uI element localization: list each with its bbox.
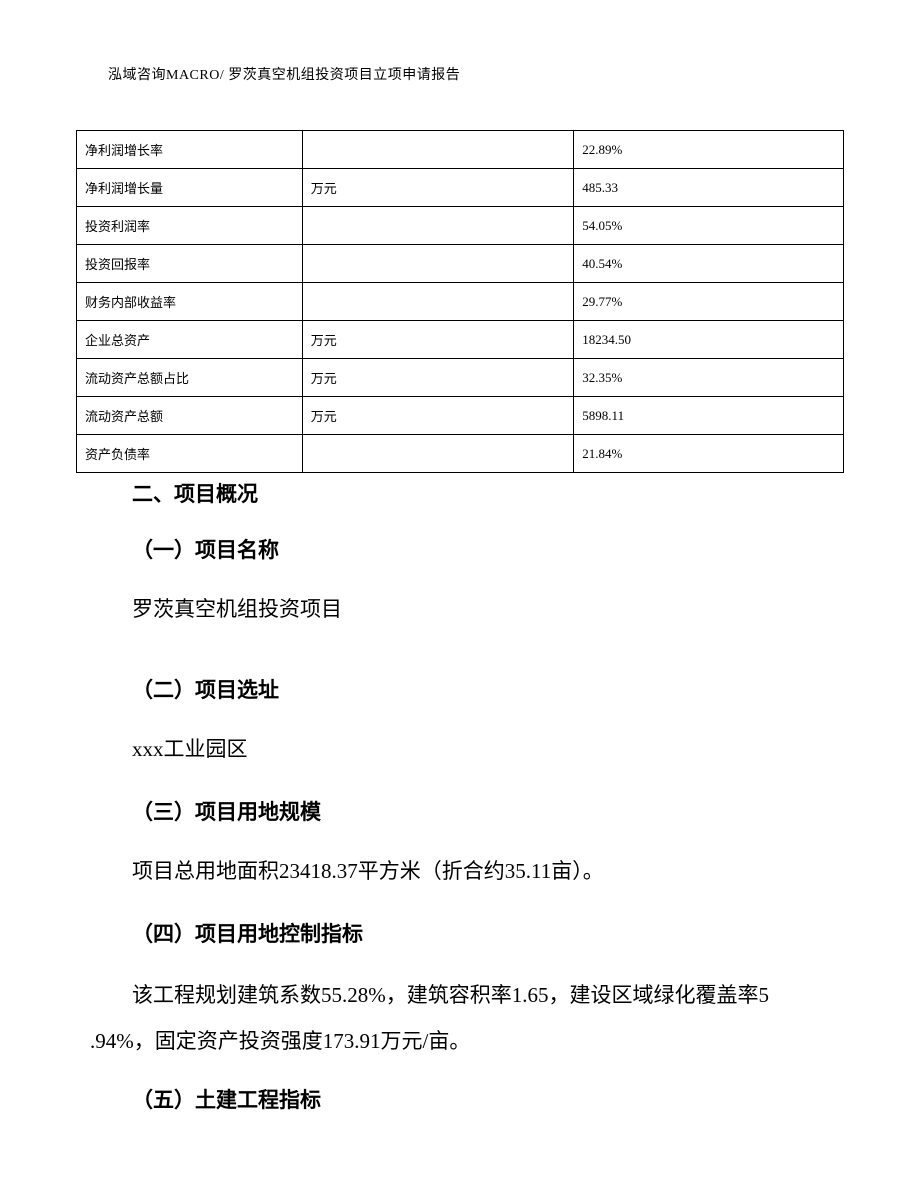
subsection-3-body: 项目总用地面积23418.37平方米（折合约35.11亩）。	[132, 850, 792, 892]
table-row: 财务内部收益率 29.77%	[77, 283, 844, 321]
sub4-line2: .94%，固定资产投资强度173.91万元/亩。	[90, 1029, 470, 1053]
value-cell: 32.35%	[574, 359, 844, 397]
value-cell: 22.89%	[574, 131, 844, 169]
indicator-cell: 资产负债率	[77, 435, 303, 473]
value-cell: 40.54%	[574, 245, 844, 283]
value-cell: 18234.50	[574, 321, 844, 359]
value-cell: 54.05%	[574, 207, 844, 245]
value-cell: 29.77%	[574, 283, 844, 321]
table-row: 净利润增长量万元485.33	[77, 169, 844, 207]
unit-cell	[302, 245, 574, 283]
header-text: 泓域咨询MACRO/ 罗茨真空机组投资项目立项申请报告	[108, 68, 460, 83]
table-row: 流动资产总额占比万元32.35%	[77, 359, 844, 397]
unit-cell	[302, 283, 574, 321]
value-cell: 5898.11	[574, 397, 844, 435]
table-row: 投资回报率 40.54%	[77, 245, 844, 283]
unit-cell	[302, 131, 574, 169]
subsection-4-title: （四）项目用地控制指标	[132, 918, 792, 948]
table-row: 资产负债率 21.84%	[77, 435, 844, 473]
indicator-cell: 流动资产总额占比	[77, 359, 303, 397]
indicator-cell: 企业总资产	[77, 321, 303, 359]
unit-cell	[302, 207, 574, 245]
table-row: 流动资产总额万元5898.11	[77, 397, 844, 435]
page-header: 泓域咨询MACRO/ 罗茨真空机组投资项目立项申请报告	[108, 64, 460, 84]
table-row: 投资利润率 54.05%	[77, 207, 844, 245]
document-content: 二、项目概况 （一）项目名称 罗茨真空机组投资项目 （二）项目选址 xxx工业园…	[132, 478, 792, 1138]
subsection-4-body: 该工程规划建筑系数55.28%，建筑容积率1.65，建设区域绿化覆盖率5 .94…	[90, 972, 810, 1064]
value-cell: 21.84%	[574, 435, 844, 473]
indicator-cell: 流动资产总额	[77, 397, 303, 435]
unit-cell: 万元	[302, 397, 574, 435]
subsection-2-title: （二）项目选址	[132, 674, 792, 704]
unit-cell: 万元	[302, 321, 574, 359]
indicator-cell: 净利润增长率	[77, 131, 303, 169]
subsection-5-title: （五）土建工程指标	[132, 1084, 792, 1114]
unit-cell	[302, 435, 574, 473]
table-row: 净利润增长率 22.89%	[77, 131, 844, 169]
financial-table: 净利润增长率22.89%净利润增长量万元485.33投资利润率54.05%投资回…	[76, 130, 844, 473]
indicator-cell: 投资利润率	[77, 207, 303, 245]
value-cell: 485.33	[574, 169, 844, 207]
unit-cell: 万元	[302, 359, 574, 397]
subsection-2-body: xxx工业园区	[132, 728, 792, 770]
subsection-1-body: 罗茨真空机组投资项目	[132, 588, 792, 630]
unit-cell: 万元	[302, 169, 574, 207]
table: 净利润增长率22.89%净利润增长量万元485.33投资利润率54.05%投资回…	[76, 130, 844, 473]
indicator-cell: 投资回报率	[77, 245, 303, 283]
subsection-1-title: （一）项目名称	[132, 534, 792, 564]
section-2-title: 二、项目概况	[132, 478, 792, 508]
subsection-3-title: （三）项目用地规模	[132, 796, 792, 826]
sub4-line1: 该工程规划建筑系数55.28%，建筑容积率1.65，建设区域绿化覆盖率5	[90, 972, 810, 1018]
table-row: 企业总资产万元18234.50	[77, 321, 844, 359]
indicator-cell: 财务内部收益率	[77, 283, 303, 321]
indicator-cell: 净利润增长量	[77, 169, 303, 207]
